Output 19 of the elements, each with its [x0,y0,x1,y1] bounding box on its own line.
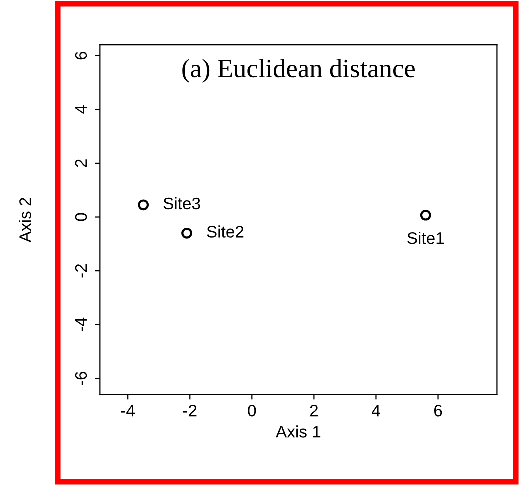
x-tick-label: 0 [248,404,256,417]
y-axis-title: Axis 2 [19,198,32,243]
y-tick-label: 0 [75,213,88,222]
x-axis-title: Axis 1 [276,426,321,438]
x-tick-label: -4 [121,405,136,417]
annotation: Site2 [207,226,244,238]
y-tick-label: 4 [76,106,87,114]
x-tick-label: 2 [310,404,318,417]
y-tick-label: -2 [75,264,87,278]
y-tick-label: -4 [76,318,87,332]
chart-title: (a) Euclidean distance [182,59,415,84]
x-tick-label: 6 [434,404,442,417]
x-tick-label: -2 [183,404,197,417]
y-tick-label: 6 [75,52,88,60]
annotation: Site1 [408,232,444,244]
y-tick-label: 2 [75,160,87,168]
y-tick-label: -6 [75,372,88,386]
x-tick-label: 4 [372,405,380,417]
annotation: Site3 [164,197,200,210]
